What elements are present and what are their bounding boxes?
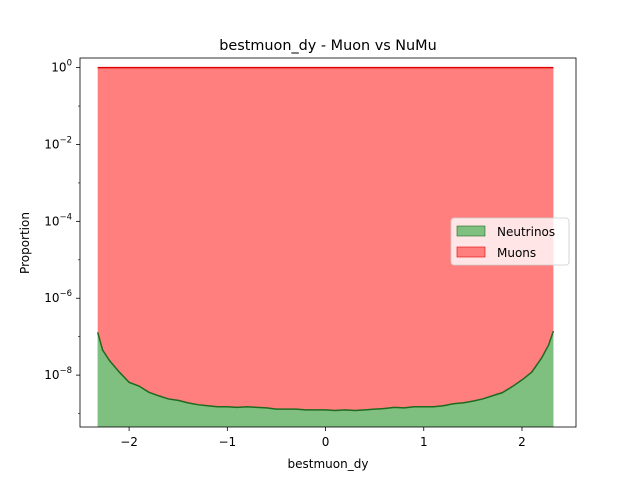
x-tick-label: 2 <box>518 435 526 449</box>
series-line-neutrinos <box>96 330 555 412</box>
y-tick-label: 10−4 <box>44 212 72 228</box>
y-tick-label: 10−8 <box>44 366 72 382</box>
x-axis-label: bestmuon_dy <box>288 457 369 471</box>
plot-area <box>96 66 555 428</box>
chart-title: bestmuon_dy - Muon vs NuMu <box>219 38 436 54</box>
series-area-neutrinos <box>97 331 554 427</box>
series-area-muons <box>97 67 554 428</box>
y-tick-label: 10−2 <box>44 135 72 151</box>
y-axis: 100 10−2 10−4 10−6 10−8 <box>44 59 80 414</box>
legend-label-muons: Muons <box>497 246 536 260</box>
x-tick-label: 0 <box>322 435 330 449</box>
y-tick-label: 10−6 <box>44 289 72 305</box>
x-tick-label: −1 <box>218 435 236 449</box>
legend-swatch-neutrinos <box>456 225 486 237</box>
x-axis: −2 −1 0 1 2 <box>120 427 526 449</box>
y-tick-label: 100 <box>51 59 72 75</box>
y-axis-label: Proportion <box>18 212 32 274</box>
legend-swatch-muons <box>456 246 486 258</box>
legend-label-neutrinos: Neutrinos <box>497 225 555 239</box>
x-tick-label: 1 <box>420 435 428 449</box>
axes-frame <box>79 57 577 428</box>
x-tick-label: −2 <box>120 435 138 449</box>
legend: Neutrinos Muons <box>450 217 570 266</box>
